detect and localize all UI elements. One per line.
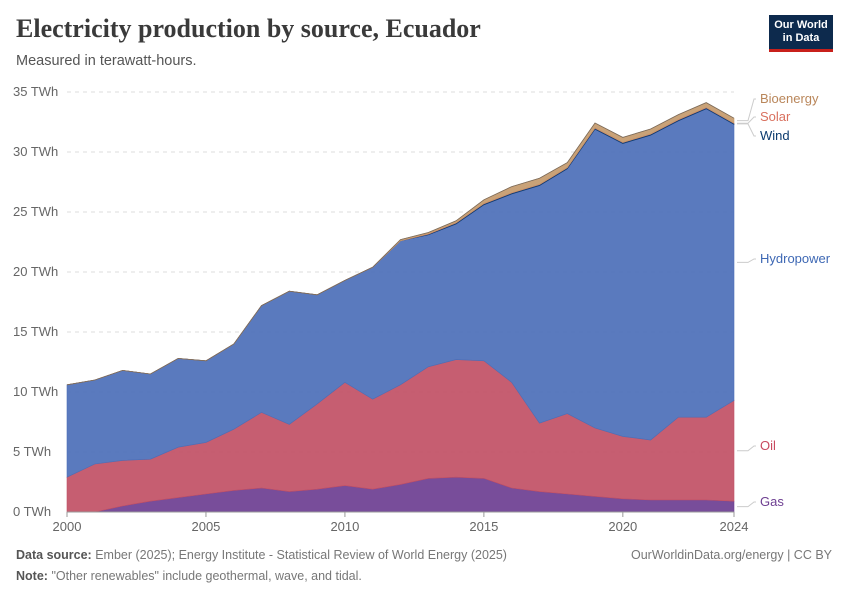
y-tick-label: 0 TWh [13,504,51,519]
legend-connector [737,445,756,452]
area-series [66,102,735,513]
y-tick-label: 5 TWh [13,444,51,459]
area-chart: 0 TWh 5 TWh 10 TWh 15 TWh 20 TWh 25 TWh 30 TWh… [13,84,831,534]
logo-line-1: Our World [774,19,828,31]
x-tick-label: 2000 [53,519,82,534]
note-label: Note: [16,569,48,583]
chart-note: Note: "Other renewables" include geother… [16,569,362,583]
legend: Gas Oil Hydropower Wind Solar Bioenergy [737,91,831,509]
legend-label-wind: Wind [760,128,790,143]
data-source: Data source: Ember (2025); Energy Instit… [16,548,507,562]
legend-connector [737,258,756,263]
x-tick-label: 2010 [330,519,359,534]
y-tick-label: 15 TWh [13,324,58,339]
legend-label-solar: Solar [760,109,791,124]
note-text: "Other renewables" include geothermal, w… [51,569,362,583]
total-outline [66,102,735,386]
legend-connector [737,116,756,124]
y-tick-label: 30 TWh [13,144,58,159]
legend-label-gas: Gas [760,494,784,509]
logo-line-2: in Data [782,32,820,44]
x-tick-label: 2020 [608,519,637,534]
x-tick-label: 2005 [191,519,220,534]
legend-label-bioenergy: Bioenergy [760,91,819,106]
x-tick-label: 2015 [469,519,498,534]
y-tick-label: 25 TWh [13,204,58,219]
y-tick-label: 20 TWh [13,264,58,279]
legend-connector [737,123,756,137]
legend-label-oil: Oil [760,438,776,453]
y-tick-label: 35 TWh [13,84,58,99]
y-tick-label: 10 TWh [13,384,58,399]
x-axis: 2000 2005 2010 2015 2020 2024 [53,511,749,534]
legend-connector [737,501,756,508]
chart-title: Electricity production by source, Ecuado… [16,14,481,43]
owid-logo[interactable]: Our World in Data [769,15,833,52]
y-axis: 0 TWh 5 TWh 10 TWh 15 TWh 20 TWh 25 TWh 30 TWh… [13,84,58,519]
x-tick-label: 2024 [720,519,749,534]
source-text[interactable]: Ember (2025); Energy Institute - Statist… [95,548,507,562]
legend-connector [737,98,756,122]
credit-link[interactable]: OurWorldinData.org/energy | CC BY [630,548,832,562]
chart-subtitle: Measured in terawatt-hours. [16,53,197,69]
source-label: Data source: [16,548,92,562]
legend-label-hydropower: Hydropower [760,251,831,266]
